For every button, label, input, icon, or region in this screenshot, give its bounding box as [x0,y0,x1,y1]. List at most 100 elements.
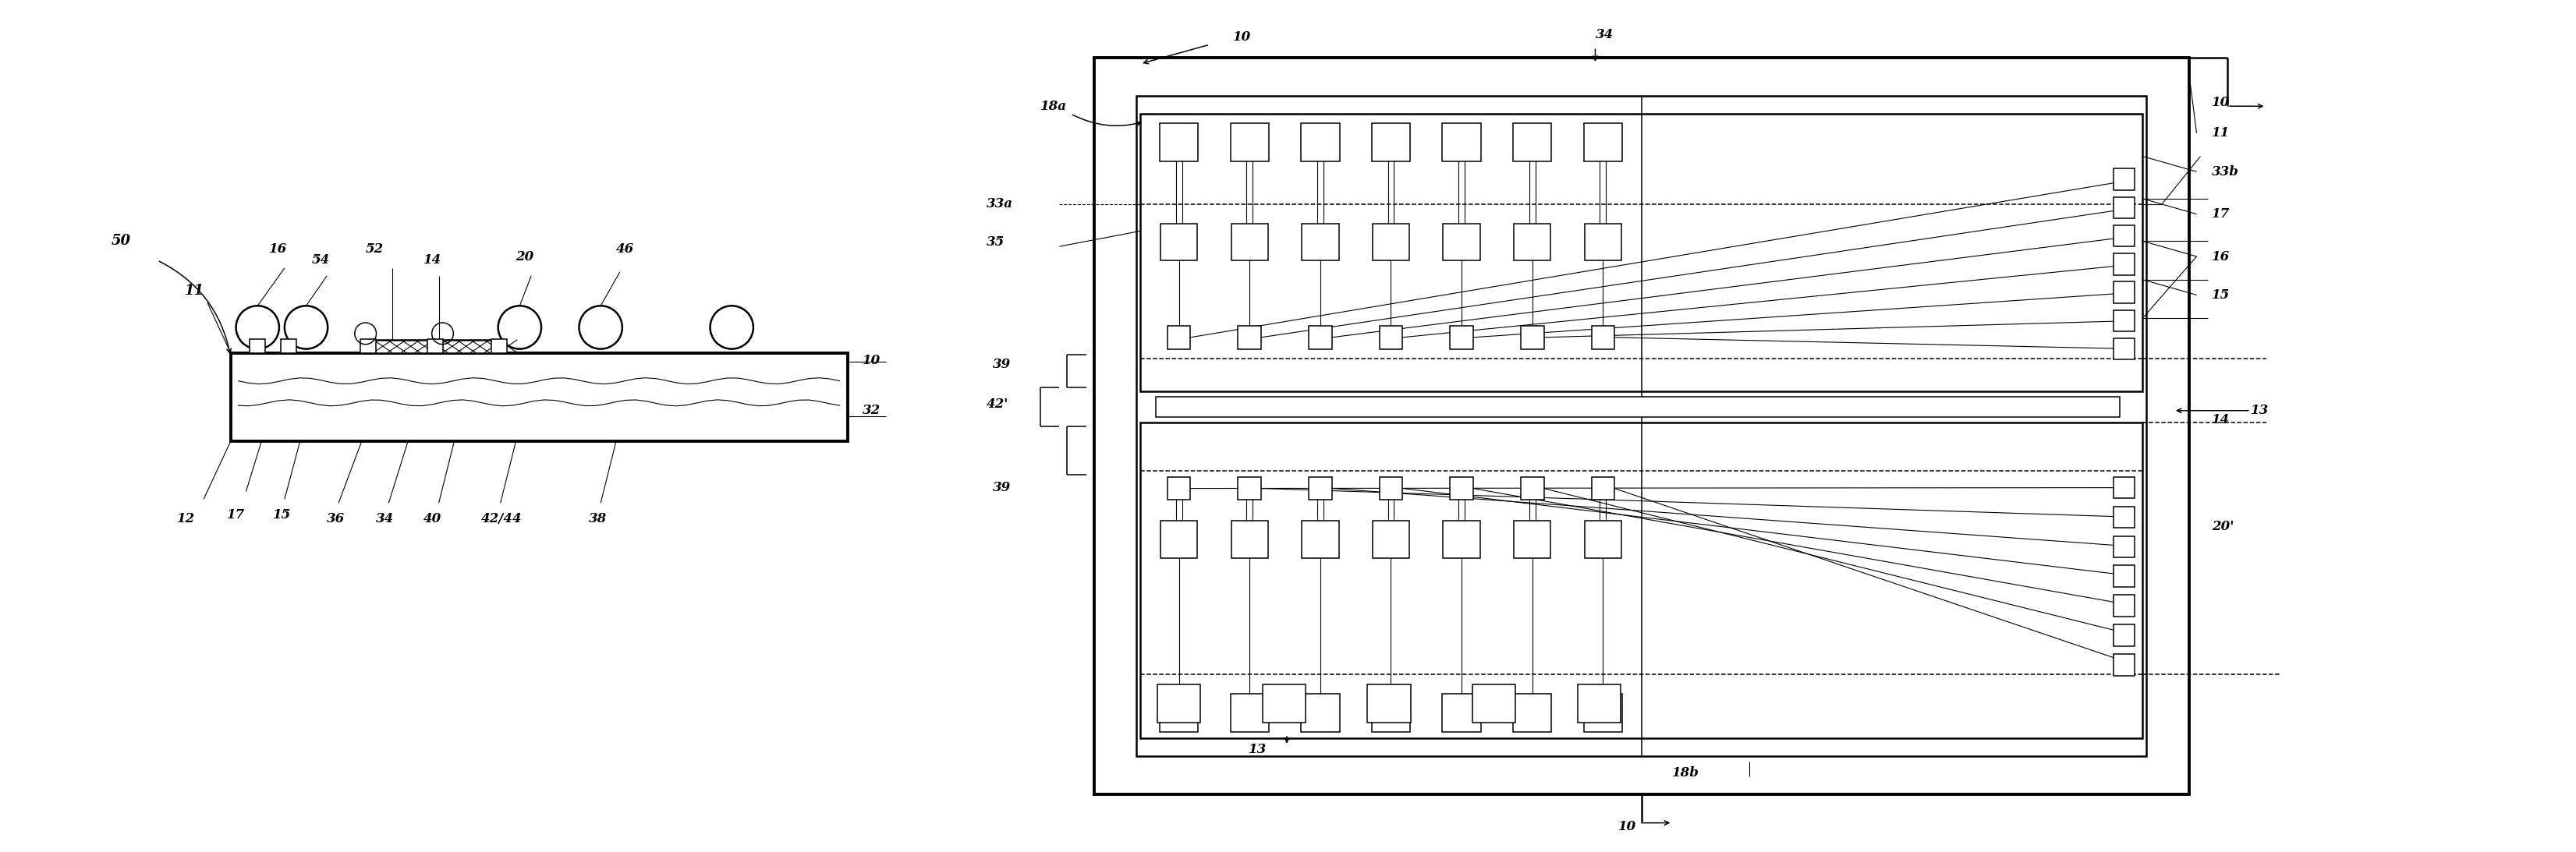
Text: 12: 12 [178,512,196,525]
Bar [2112,654,2136,676]
Bar [366,340,505,353]
Bar [1450,477,1473,500]
Bar [1136,96,2146,756]
Bar [1167,325,1190,349]
Bar [1301,694,1340,732]
Text: 17: 17 [2213,207,2231,221]
Text: 35: 35 [987,235,1005,249]
Text: 11: 11 [185,284,204,298]
Bar [1577,684,1620,722]
Bar [232,353,848,441]
Bar [281,339,296,353]
Text: 18a: 18a [1041,100,1066,112]
Text: 11: 11 [2213,127,2231,140]
Bar [1301,124,1340,162]
Bar [1095,58,2190,794]
Text: 10: 10 [2213,95,2231,109]
Text: 17: 17 [227,508,245,521]
Bar [1584,124,1623,162]
Text: 14: 14 [422,254,440,267]
Text: 16: 16 [2213,250,2231,263]
Bar [2112,506,2136,528]
Bar [2112,477,2136,498]
Text: 13: 13 [1249,743,1267,757]
Bar [1231,694,1270,732]
Bar [1141,114,2143,391]
Bar [1592,325,1615,349]
Text: 10: 10 [863,354,881,367]
Bar [1370,124,1409,162]
Bar [1157,397,2120,417]
Text: 20': 20' [2213,520,2233,532]
Bar [1159,223,1198,261]
Text: 13: 13 [2251,404,2269,417]
Bar [361,339,376,353]
Bar [1584,694,1623,732]
Bar [1159,694,1198,732]
Bar [1309,477,1332,500]
Bar [428,339,443,353]
Bar [1231,521,1267,558]
Bar [2112,169,2136,190]
Bar [1141,422,2143,738]
Bar [1167,477,1190,500]
Text: 46: 46 [616,242,634,256]
Text: 10: 10 [1234,30,1252,43]
Bar [492,339,507,353]
Bar [1157,684,1200,722]
Bar [1309,325,1332,349]
Bar [2112,282,2136,303]
Bar [1262,684,1306,722]
Text: 34: 34 [376,512,394,525]
Text: 33a: 33a [987,198,1012,210]
Text: 20: 20 [515,250,533,263]
Bar [2112,338,2136,360]
Text: 10: 10 [1618,820,1636,833]
Text: 50: 50 [111,234,131,248]
Text: 54: 54 [312,254,330,267]
Text: 33b: 33b [2213,165,2239,178]
Text: 36: 36 [327,512,345,525]
Text: 39: 39 [992,481,1010,494]
Text: 39: 39 [992,358,1010,371]
Bar [1368,684,1412,722]
Bar [1301,521,1340,558]
Bar [1443,223,1481,261]
Bar [2112,197,2136,218]
Bar [1373,521,1409,558]
Bar [1512,694,1551,732]
Bar [1520,325,1543,349]
Text: 16: 16 [268,242,289,256]
Bar [1378,477,1401,500]
Bar [1515,223,1551,261]
Text: 52: 52 [366,242,384,256]
Bar [2112,253,2136,275]
Bar [1520,477,1543,500]
Text: 42': 42' [987,398,1007,411]
Text: 18b: 18b [1672,766,1700,780]
Bar [1159,124,1198,162]
Text: 38: 38 [590,512,608,525]
Bar [2112,625,2136,646]
Text: 15: 15 [2213,288,2231,302]
Text: 15: 15 [273,508,291,521]
Bar [2112,536,2136,557]
Bar [1584,223,1620,261]
Bar [1231,223,1267,261]
Bar [1443,694,1481,732]
Bar [1159,521,1198,558]
Text: 32: 32 [863,404,881,417]
Bar [250,339,265,353]
Bar [2112,595,2136,617]
Bar [1515,521,1551,558]
Bar [1373,223,1409,261]
Bar [1592,477,1615,500]
Bar [1239,325,1262,349]
Bar [1301,223,1340,261]
Bar [1473,684,1515,722]
Bar [2112,225,2136,247]
Bar [1512,124,1551,162]
Bar [1584,521,1620,558]
Text: 44: 44 [1167,398,1185,411]
Bar [1443,124,1481,162]
